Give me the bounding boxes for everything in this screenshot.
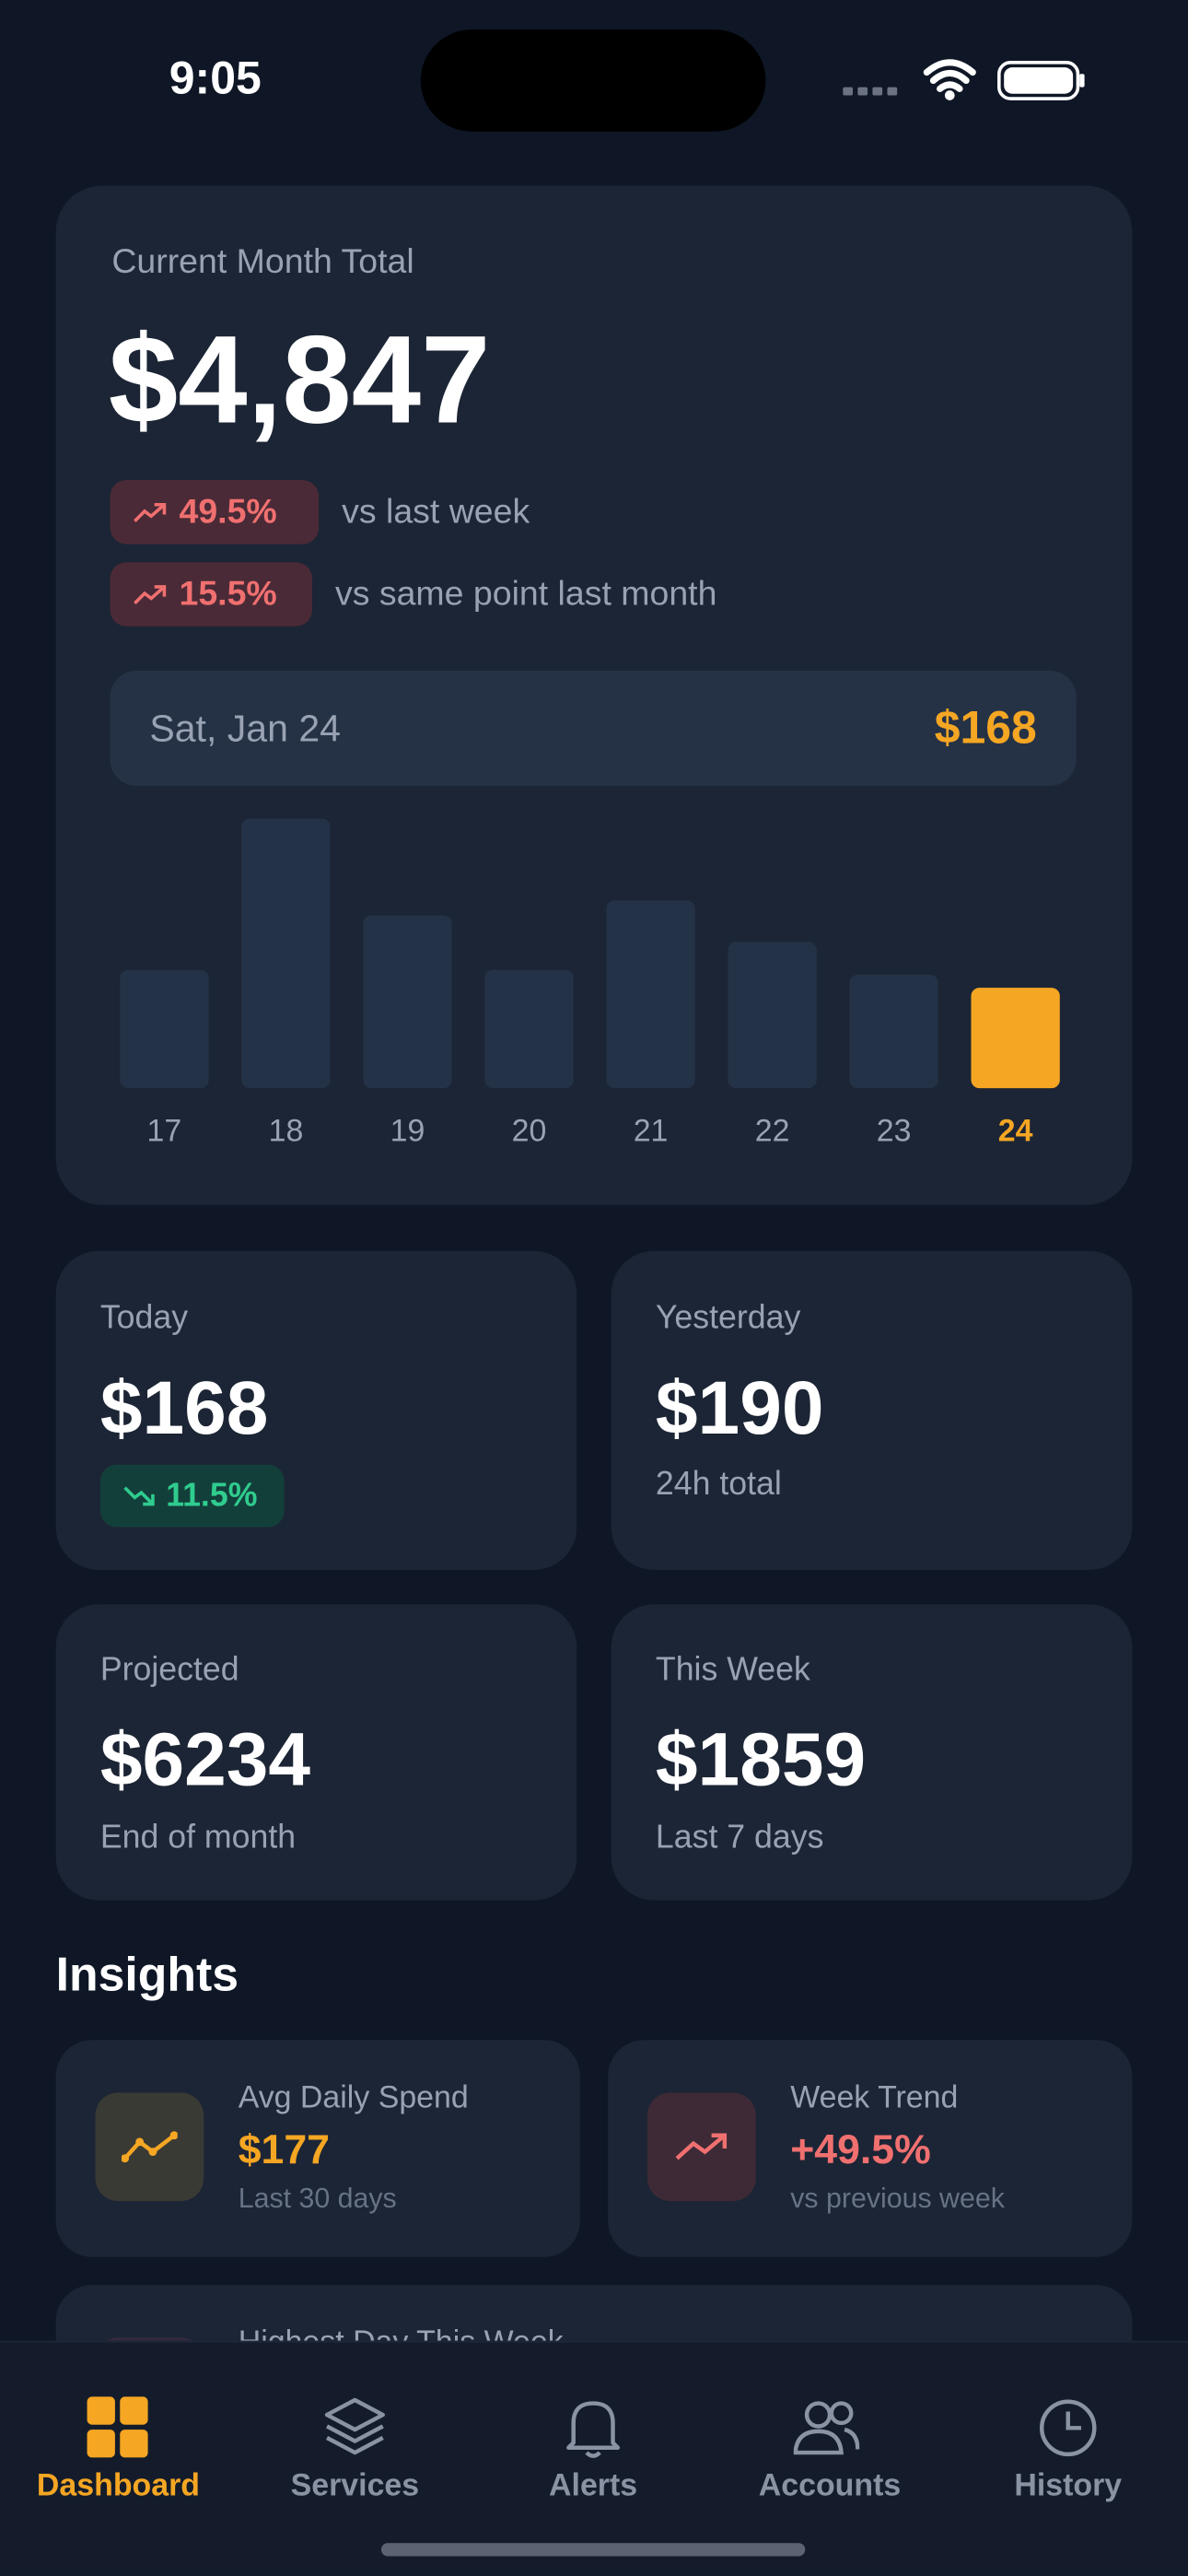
tab-icon [1039, 2399, 1097, 2457]
bar [971, 988, 1060, 1089]
x-tick-label: 21 [634, 1113, 669, 1148]
tab[interactable]: Services [239, 2343, 470, 2523]
stat-card: Yesterday $190 24h total [611, 1250, 1133, 1570]
bar [606, 900, 695, 1089]
insight-icon [646, 2092, 756, 2202]
stat-value: $1859 [655, 1715, 867, 1802]
tab-label: Accounts [758, 2468, 902, 2504]
insight-icon [95, 2092, 204, 2202]
stat-card: Today $168 11.5% [55, 1250, 577, 1570]
x-tick-label: 22 [755, 1113, 790, 1148]
change-value: 11.5% [166, 1477, 258, 1514]
insight-label: Week Trend [790, 2080, 959, 2116]
trend-up-icon [134, 584, 167, 604]
stat-value: $168 [99, 1364, 269, 1450]
status-time: 9:05 [169, 53, 262, 104]
insight-card: Week Trend +49.5% vs previous week [608, 2040, 1133, 2257]
section-title: Insights [55, 1950, 239, 2003]
summary-title: Current Month Total [111, 243, 414, 282]
bar [849, 974, 938, 1089]
tab[interactable]: Dashboard [4, 2343, 234, 2523]
daily-bar-chart: 17 18 19 20 21 22 23 24 [120, 818, 1060, 1148]
insight-label: Avg Daily Spend [238, 2080, 469, 2116]
stat-value: $6234 [99, 1715, 311, 1802]
dynamic-island [420, 29, 766, 132]
change-pill: 15.5% [110, 562, 313, 626]
insight-card: Avg Daily Spend $177 Last 30 days [55, 2040, 580, 2257]
bar [120, 969, 209, 1089]
tab-label: History [1014, 2468, 1123, 2504]
change-pill: 11.5% [99, 1464, 285, 1528]
x-tick-label: 24 [998, 1113, 1033, 1148]
stat-note: 24h total [655, 1466, 782, 1503]
status-icons [843, 59, 1085, 100]
stat-label: Yesterday [655, 1300, 801, 1337]
insight-note: vs previous week [790, 2183, 1005, 2215]
insight-label: Highest Day This Week [239, 2324, 564, 2341]
insight-card: Highest Day This Week [55, 2285, 1133, 2341]
stat-value: $190 [655, 1364, 824, 1450]
tab[interactable]: Accounts [715, 2343, 945, 2523]
stat-card: This Week $1859 Last 7 days [611, 1604, 1133, 1901]
home-indicator [380, 2543, 806, 2557]
selected-date: Sat, Jan 24 [149, 707, 341, 750]
selected-day[interactable]: Sat, Jan 24 $168 [110, 670, 1077, 786]
bar [484, 969, 574, 1089]
change-label: vs last week [342, 493, 530, 532]
x-tick-label: 20 [512, 1113, 547, 1148]
tab-label: Alerts [549, 2468, 638, 2504]
stat-note: End of month [99, 1820, 297, 1856]
tab-icon [566, 2401, 621, 2458]
x-tick-label: 17 [147, 1113, 182, 1148]
insight-value: $177 [238, 2126, 330, 2173]
x-tick-label: 23 [877, 1113, 912, 1148]
change-label: vs same point last month [334, 575, 717, 614]
bar [728, 942, 817, 1089]
stat-note: Last 7 days [655, 1820, 824, 1856]
bar [241, 818, 331, 1089]
tab[interactable]: Alerts [478, 2343, 708, 2523]
tab-icon [87, 2396, 148, 2458]
summary-total: $4,847 [108, 310, 491, 451]
tab-label: Services [290, 2468, 420, 2504]
tab[interactable]: History [953, 2343, 1183, 2523]
trend-up-icon [134, 502, 167, 521]
x-tick-label: 19 [390, 1113, 425, 1148]
trend-down-icon [123, 1486, 155, 1506]
stat-label: Projected [99, 1652, 239, 1689]
x-tick-label: 18 [269, 1113, 304, 1148]
insight-value: +49.5% [790, 2126, 931, 2173]
tab-icon [324, 2397, 385, 2455]
change-pill: 49.5% [110, 479, 320, 544]
change-value: 49.5% [179, 492, 277, 531]
bar [363, 915, 452, 1089]
selected-amount: $168 [934, 701, 1037, 754]
tab-icon [793, 2401, 860, 2455]
stat-label: This Week [655, 1652, 810, 1689]
change-value: 15.5% [179, 574, 277, 613]
stat-label: Today [99, 1300, 189, 1337]
scroll-content: 9:05 Current Month Total $4,847 49.5% vs… [55, 29, 1133, 2341]
stat-card: Projected $6234 End of month [55, 1604, 577, 1901]
insight-icon [95, 2337, 204, 2341]
insight-note: Last 30 days [238, 2183, 397, 2215]
tab-label: Dashboard [36, 2468, 201, 2504]
tab-bar: Dashboard Services Alerts Accounts Histo… [0, 2340, 1188, 2576]
